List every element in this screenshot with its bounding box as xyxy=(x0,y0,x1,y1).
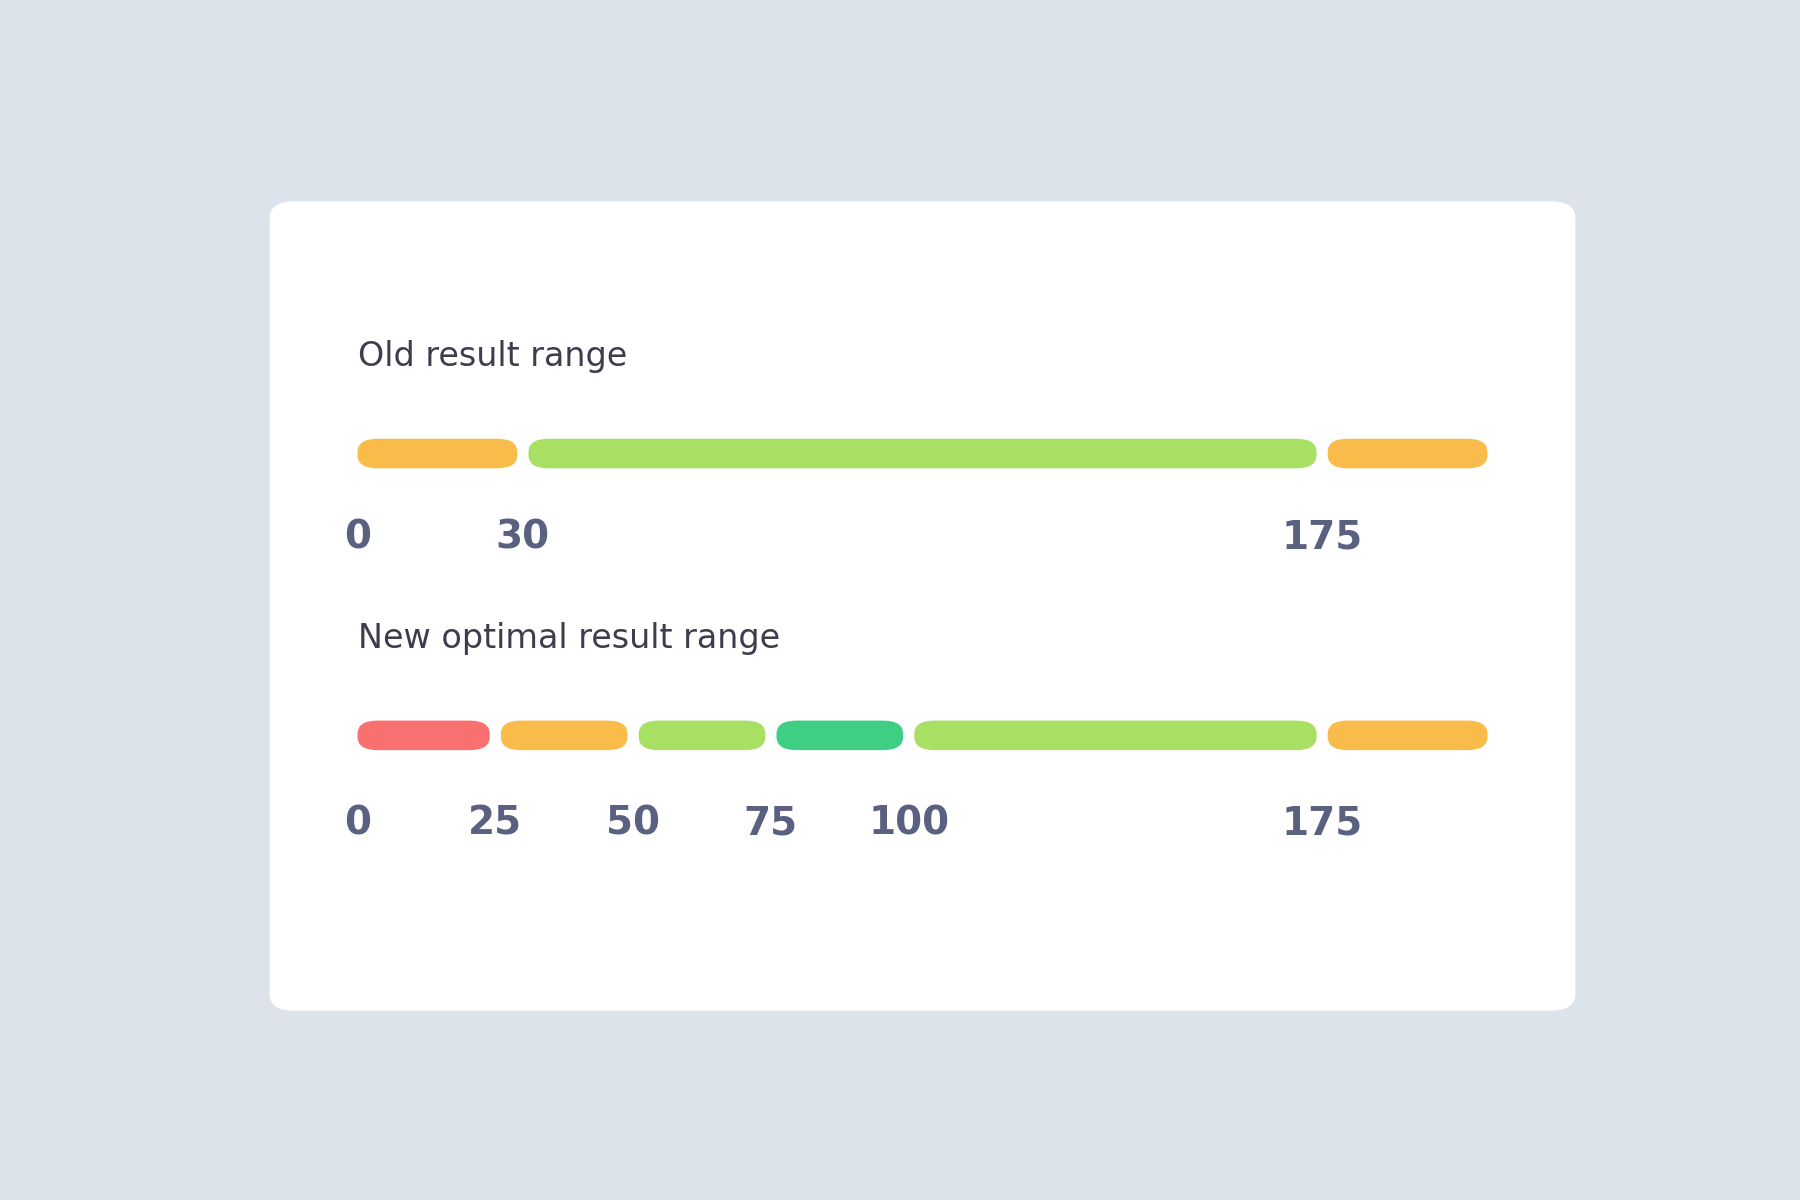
Text: 175: 175 xyxy=(1282,805,1363,842)
Text: 50: 50 xyxy=(607,805,661,842)
Text: 30: 30 xyxy=(495,518,551,557)
FancyBboxPatch shape xyxy=(270,202,1575,1010)
Text: 0: 0 xyxy=(344,805,371,842)
FancyBboxPatch shape xyxy=(776,720,904,750)
FancyBboxPatch shape xyxy=(1328,439,1487,468)
Text: Old result range: Old result range xyxy=(358,340,626,373)
FancyBboxPatch shape xyxy=(914,720,1316,750)
Text: 25: 25 xyxy=(468,805,522,842)
Text: New optimal result range: New optimal result range xyxy=(358,622,779,655)
FancyBboxPatch shape xyxy=(529,439,1316,468)
FancyBboxPatch shape xyxy=(1328,720,1487,750)
Text: 75: 75 xyxy=(743,805,797,842)
FancyBboxPatch shape xyxy=(358,720,490,750)
FancyBboxPatch shape xyxy=(500,720,628,750)
FancyBboxPatch shape xyxy=(639,720,765,750)
Text: 175: 175 xyxy=(1282,518,1363,557)
Text: 100: 100 xyxy=(868,805,949,842)
Text: 0: 0 xyxy=(344,518,371,557)
FancyBboxPatch shape xyxy=(358,439,517,468)
